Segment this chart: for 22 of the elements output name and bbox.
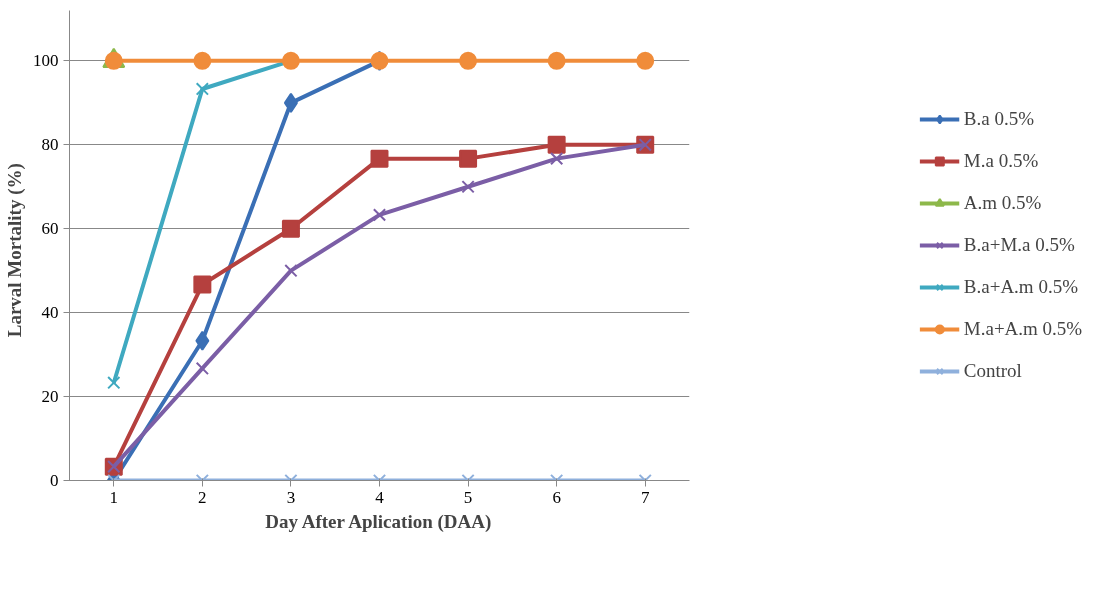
legend-label: M.a+A.m 0.5% — [963, 318, 1083, 340]
legend-label: M.a 0.5% — [963, 150, 1039, 172]
x-tick-label: 7 — [640, 487, 650, 507]
x-tick-label: 2 — [198, 487, 207, 507]
y-tick-label: 0 — [50, 471, 59, 490]
x-tick-label: 4 — [375, 487, 385, 507]
x-tick-label: 6 — [552, 487, 561, 507]
legend-label: B.a 0.5% — [963, 108, 1034, 130]
y-axis-title: Larval Mortality (%) — [4, 163, 26, 338]
y-tick-label: 40 — [41, 303, 59, 323]
y-tick-label: 20 — [41, 387, 59, 407]
legend-label: B.a+M.a 0.5% — [963, 234, 1075, 256]
x-tick-label: 1 — [109, 487, 119, 507]
y-tick-label: 100 — [33, 51, 59, 71]
legend-label: Control — [963, 360, 1022, 382]
y-tick-label: 60 — [41, 219, 59, 239]
legend-label: B.a+A.m 0.5% — [963, 276, 1078, 298]
x-axis-title: Day After Aplication (DAA) — [265, 510, 492, 533]
y-tick-label: 80 — [41, 135, 59, 155]
x-tick-label: 5 — [463, 487, 473, 507]
x-tick-label: 3 — [286, 487, 296, 507]
legend-label: A.m 0.5% — [963, 192, 1042, 214]
